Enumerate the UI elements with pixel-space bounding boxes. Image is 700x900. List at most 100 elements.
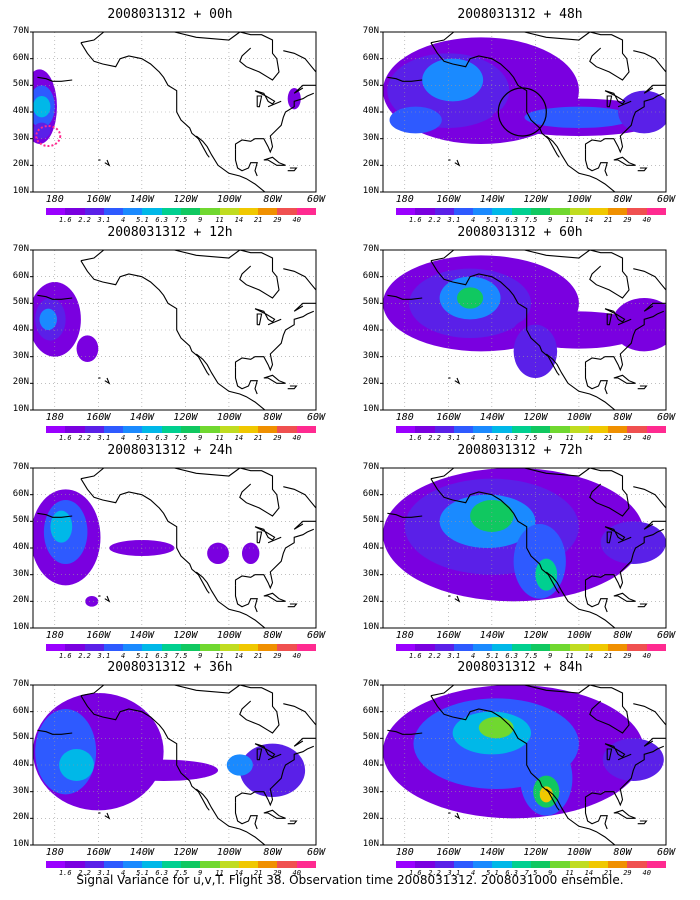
colorbar-tick-label: 6.3 xyxy=(505,869,519,877)
coastline xyxy=(239,32,280,81)
colorbar-tick-label: 3.1 xyxy=(97,434,111,442)
lat-label: 70N xyxy=(362,462,379,472)
coastline xyxy=(254,743,276,758)
colorbar-segment xyxy=(46,426,66,433)
colorbar-tick-label: 40 xyxy=(642,434,651,442)
colorbar-tick-label: 14 xyxy=(584,216,594,224)
coastline xyxy=(234,92,315,154)
coastline xyxy=(256,313,263,326)
colorbar-segment xyxy=(161,644,182,651)
lon-label: 100W xyxy=(216,412,241,423)
panel-title: 2008031312 + 48h xyxy=(457,7,583,22)
colorbar-tick-label: 1.6 xyxy=(408,434,422,442)
colorbar-tick-label: 1.6 xyxy=(408,216,422,224)
colorbar-segment xyxy=(646,861,667,868)
lat-label: 70N xyxy=(12,462,29,472)
lat-label: 40N xyxy=(362,106,379,116)
colorbar-tick-label: 9 xyxy=(548,652,553,660)
coastline xyxy=(430,468,591,480)
colorbar-segment xyxy=(646,208,667,215)
coastline xyxy=(604,526,626,541)
colorbar-tick-label: 5.1 xyxy=(136,216,149,224)
colorbar-segment xyxy=(569,208,590,215)
lon-label: 80W xyxy=(613,847,632,858)
coastline xyxy=(545,353,616,410)
lat-label: 40N xyxy=(362,542,379,552)
colorbar-segment xyxy=(396,208,416,215)
colorbar-tick-label: 6.3 xyxy=(155,216,169,224)
coastline xyxy=(80,250,241,262)
lat-label: 40N xyxy=(12,324,29,334)
lon-label: 120W xyxy=(523,194,548,205)
variance-map xyxy=(30,31,317,193)
colorbar-segment xyxy=(238,644,259,651)
colorbar-tick-label: 40 xyxy=(642,652,651,660)
colorbar-segment xyxy=(531,644,551,651)
variance-contour xyxy=(33,96,51,118)
coastline xyxy=(617,318,632,326)
lat-label: 10N xyxy=(12,839,29,849)
coastline xyxy=(584,802,608,830)
colorbar-segment xyxy=(531,208,551,215)
colorbar-segment xyxy=(181,644,201,651)
colorbar-tick-label: 1.6 xyxy=(58,869,72,877)
coastline xyxy=(584,310,665,372)
colorbar-tick-label: 14 xyxy=(234,434,244,442)
colorbar-segment xyxy=(550,426,571,433)
colorbar-tick-label: 9 xyxy=(198,434,203,442)
coastline xyxy=(617,753,632,761)
colorbar-segment xyxy=(492,644,513,651)
colorbar-segment xyxy=(492,208,513,215)
lon-label: 180 xyxy=(45,847,64,858)
coastline xyxy=(37,512,73,518)
coastline xyxy=(267,536,282,544)
coastline xyxy=(430,685,591,697)
lon-label: 120W xyxy=(173,412,198,423)
coastline xyxy=(234,802,258,830)
colorbar-segment xyxy=(511,208,532,215)
colorbar-tick-label: 14 xyxy=(584,869,594,877)
colorbar-tick-label: 14 xyxy=(584,434,594,442)
coastline xyxy=(287,167,298,172)
variance-contour xyxy=(33,122,51,139)
colorbar-tick-label: 14 xyxy=(584,652,594,660)
lat-label: 20N xyxy=(362,159,379,170)
colorbar-segment xyxy=(473,426,493,433)
colorbar-tick-label: 7.5 xyxy=(174,216,188,224)
lon-label: 160W xyxy=(436,630,461,641)
map-panel: 2008031312 + 72h 70N 60N 50N 40N 30N 20N 10N 180… xyxy=(350,441,690,671)
coastline xyxy=(263,592,286,602)
coastline xyxy=(287,385,298,390)
colorbar-tick-label: 29 xyxy=(273,216,282,224)
colorbar-segment xyxy=(415,644,436,651)
lon-label: 60W xyxy=(306,630,326,641)
coastline xyxy=(37,729,73,735)
colorbar-tick-label: 5.1 xyxy=(136,869,149,877)
lon-label: 160W xyxy=(86,630,111,641)
coastline xyxy=(254,526,276,541)
variance-contour xyxy=(611,298,666,352)
colorbar-tick-label: 11 xyxy=(215,216,224,224)
colorbar-tick-label: 5.1 xyxy=(136,652,149,660)
colorbar-tick-label: 4 xyxy=(471,869,476,877)
coastline xyxy=(613,156,636,166)
lat-label: 40N xyxy=(362,324,379,334)
lon-label: 80W xyxy=(263,194,282,205)
panel-title: 2008031312 + 12h xyxy=(107,225,233,240)
colorbar-segment xyxy=(123,861,143,868)
colorbar-segment xyxy=(142,644,163,651)
coastline xyxy=(287,820,298,825)
colorbar-tick-label: 7.5 xyxy=(174,434,188,442)
colorbar-segment xyxy=(434,208,455,215)
colorbar-tick-label: 7.5 xyxy=(174,652,188,660)
coastline xyxy=(387,294,423,300)
panel-title: 2008031312 + 84h xyxy=(457,660,583,675)
lat-label: 60N xyxy=(12,270,29,281)
lat-label: 20N xyxy=(362,595,379,606)
lat-label: 40N xyxy=(362,759,379,769)
coastline xyxy=(454,159,461,167)
lat-label: 30N xyxy=(362,568,379,579)
colorbar-tick-label: 9 xyxy=(548,869,553,877)
colorbar-segment xyxy=(296,861,317,868)
lat-label: 10N xyxy=(12,622,29,632)
